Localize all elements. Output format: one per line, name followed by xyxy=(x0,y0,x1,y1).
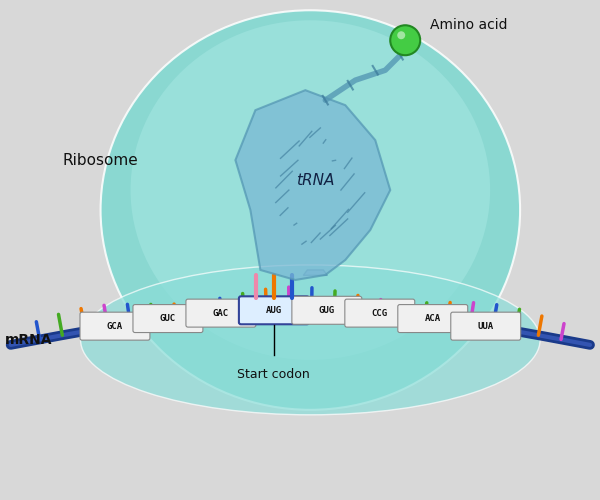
Text: GUG: GUG xyxy=(319,306,335,315)
Circle shape xyxy=(397,32,405,39)
Ellipse shape xyxy=(131,20,490,360)
Ellipse shape xyxy=(101,10,520,410)
FancyBboxPatch shape xyxy=(451,312,521,340)
Text: Ribosome: Ribosome xyxy=(62,152,139,168)
Text: Amino acid: Amino acid xyxy=(430,18,508,32)
Text: tRNA: tRNA xyxy=(296,172,335,188)
Text: AUG: AUG xyxy=(266,306,282,315)
Text: GAC: GAC xyxy=(213,308,229,318)
FancyBboxPatch shape xyxy=(239,296,309,324)
Polygon shape xyxy=(304,270,328,276)
Text: GUC: GUC xyxy=(160,314,176,323)
FancyBboxPatch shape xyxy=(80,312,150,340)
Circle shape xyxy=(390,26,420,55)
FancyBboxPatch shape xyxy=(398,304,468,332)
Text: Start codon: Start codon xyxy=(238,368,310,381)
Polygon shape xyxy=(235,90,390,280)
Text: GCA: GCA xyxy=(107,322,123,330)
FancyBboxPatch shape xyxy=(186,299,256,327)
FancyBboxPatch shape xyxy=(133,304,203,332)
Text: ACA: ACA xyxy=(425,314,441,323)
Text: CCG: CCG xyxy=(372,308,388,318)
Text: UUA: UUA xyxy=(478,322,494,330)
Text: mRNA: mRNA xyxy=(5,333,52,347)
FancyBboxPatch shape xyxy=(345,299,415,327)
Ellipse shape xyxy=(80,265,540,415)
FancyBboxPatch shape xyxy=(292,296,362,324)
